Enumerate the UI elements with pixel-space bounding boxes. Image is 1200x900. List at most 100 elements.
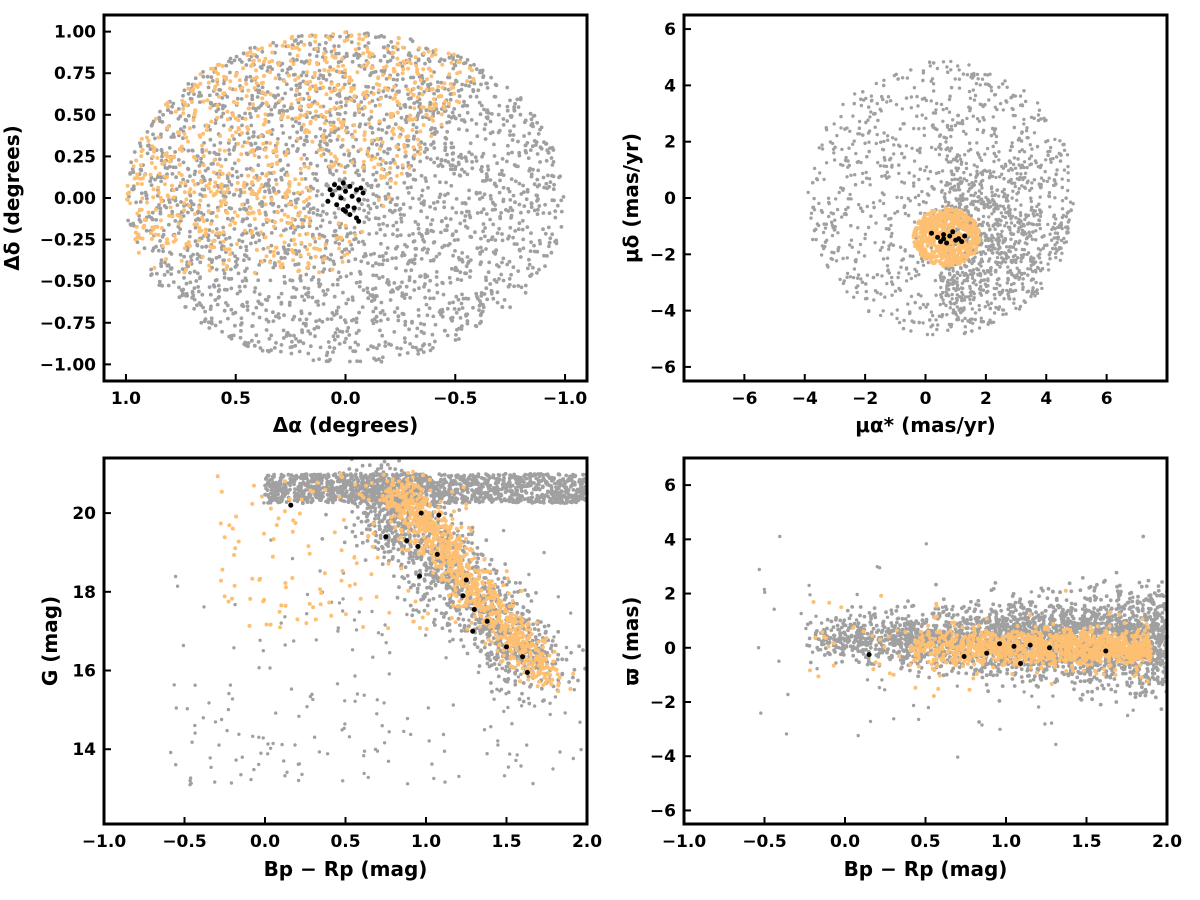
member-point	[224, 201, 229, 206]
field-point	[457, 94, 462, 99]
field-point	[444, 216, 448, 221]
member-point	[397, 125, 402, 130]
field-point	[290, 317, 295, 322]
field-point	[398, 233, 403, 238]
field-point	[426, 185, 430, 190]
field-point	[332, 130, 337, 135]
member-point	[153, 165, 158, 170]
field-point	[171, 132, 176, 137]
field-point	[395, 346, 399, 350]
field-point	[465, 172, 470, 177]
field-point	[294, 337, 298, 341]
member-point	[320, 147, 325, 152]
field-point	[268, 278, 273, 283]
field-point	[501, 173, 506, 178]
field-point	[1015, 171, 1019, 176]
field-point	[1016, 230, 1020, 234]
member-point	[170, 183, 174, 188]
field-point	[272, 262, 277, 266]
field-point	[444, 228, 449, 233]
field-point	[158, 239, 163, 243]
member-point	[135, 181, 140, 186]
field-point	[454, 79, 459, 84]
field-point	[294, 83, 299, 88]
field-point	[868, 183, 872, 187]
spatial-y-label: Δδ (degrees)	[0, 125, 24, 271]
field-point	[912, 184, 916, 188]
field-point	[1039, 211, 1043, 215]
member-point	[360, 229, 365, 234]
member-point	[171, 195, 176, 200]
field-point	[912, 174, 916, 178]
field-point	[929, 99, 933, 103]
field-point	[1052, 236, 1056, 240]
field-point	[410, 319, 414, 324]
member-point	[250, 148, 255, 152]
field-point	[510, 150, 514, 155]
field-point	[968, 301, 973, 306]
field-point	[517, 221, 522, 226]
member-point	[330, 164, 334, 169]
field-point	[314, 319, 318, 324]
field-point	[500, 168, 504, 173]
field-point	[232, 145, 237, 150]
member-point	[429, 106, 434, 111]
member-point	[333, 87, 338, 92]
field-point	[279, 256, 284, 261]
field-point	[497, 277, 501, 281]
field-point	[474, 67, 479, 72]
field-point	[987, 176, 992, 180]
field-point	[484, 286, 489, 291]
field-point	[306, 286, 311, 291]
field-point	[427, 306, 432, 311]
member-point	[140, 176, 145, 181]
field-point	[193, 169, 198, 174]
field-point	[335, 111, 340, 116]
field-point	[357, 269, 362, 274]
field-point	[822, 177, 826, 182]
core-point	[338, 195, 344, 201]
field-point	[885, 100, 889, 104]
field-point	[433, 174, 437, 178]
field-point	[857, 202, 861, 207]
field-point	[966, 295, 970, 299]
field-point	[467, 196, 471, 201]
field-point	[849, 173, 853, 177]
member-point	[449, 60, 454, 65]
member-point	[429, 74, 434, 79]
field-point	[242, 207, 246, 211]
field-point	[452, 82, 456, 87]
field-point	[294, 287, 299, 292]
field-point	[314, 193, 319, 198]
field-point	[339, 100, 343, 105]
member-point	[269, 196, 274, 201]
member-point	[454, 99, 459, 104]
field-point	[455, 327, 459, 332]
member-point	[305, 110, 310, 115]
member-point	[192, 182, 197, 187]
field-point	[452, 171, 456, 176]
field-point	[817, 146, 821, 150]
member-point	[451, 52, 456, 57]
field-point	[433, 126, 437, 131]
field-point	[957, 86, 962, 90]
field-point	[916, 193, 921, 198]
field-point	[467, 188, 471, 193]
field-point	[920, 113, 924, 117]
field-point	[336, 206, 341, 211]
member-point	[198, 134, 203, 139]
field-point	[505, 262, 510, 267]
field-point	[269, 107, 274, 112]
field-point	[308, 42, 313, 47]
field-point	[999, 211, 1003, 215]
field-point	[1033, 268, 1038, 273]
field-point	[547, 244, 551, 249]
member-point	[215, 115, 220, 120]
member-point	[263, 112, 268, 117]
member-point	[352, 129, 357, 134]
field-point	[300, 225, 304, 230]
field-point	[175, 203, 180, 208]
field-point	[335, 282, 340, 287]
member-point	[433, 52, 438, 57]
field-point	[1054, 217, 1058, 221]
